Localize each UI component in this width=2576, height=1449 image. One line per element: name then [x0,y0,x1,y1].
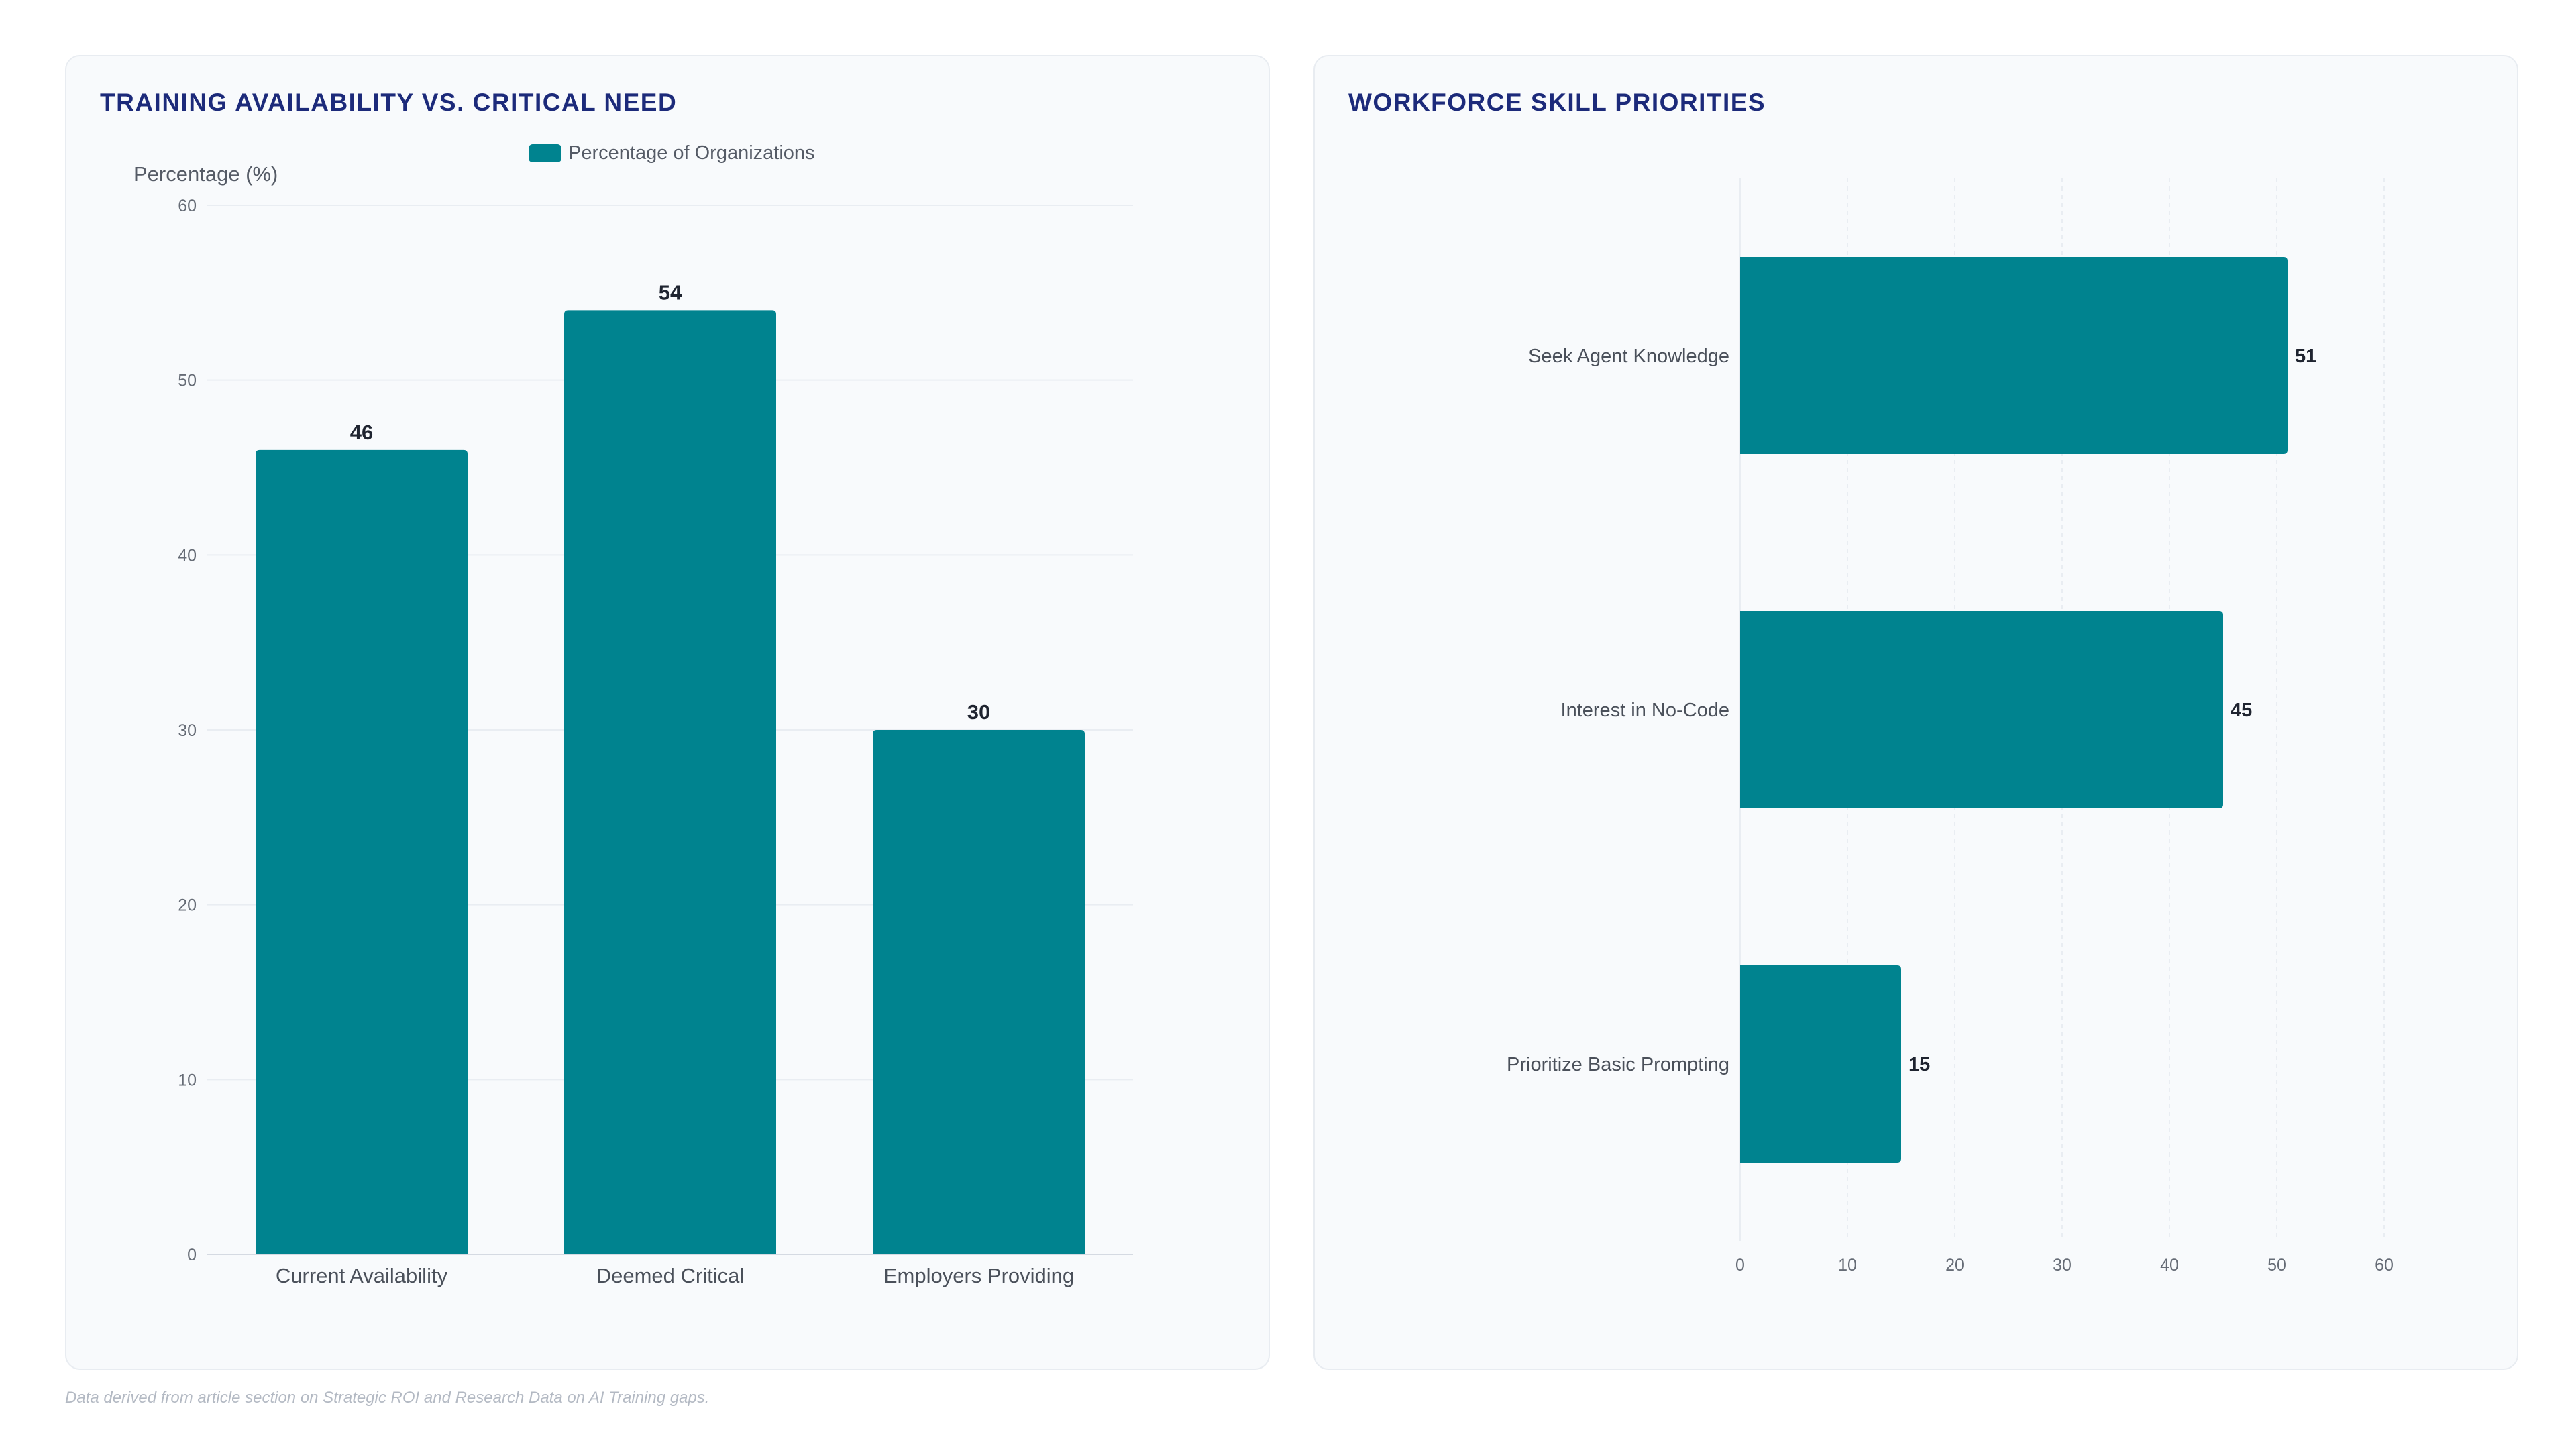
y-tick-label: 20 [178,896,197,915]
x-tick-label: Employers Providing [883,1264,1074,1287]
bar [564,310,776,1254]
y-tick-label: Seek Agent Knowledge [1528,345,1729,367]
footnote: Data derived from article section on Str… [65,1389,710,1407]
y-tick-label: 40 [178,546,197,565]
bar [1740,257,2288,454]
y-tick-label: Prioritize Basic Prompting [1507,1054,1729,1075]
y-tick-label: 30 [178,721,197,740]
data-label: 54 [659,280,682,304]
x-tick-label: 10 [1838,1256,1857,1275]
bar [256,449,468,1254]
data-label: 45 [2231,700,2252,721]
data-label: 51 [2295,345,2316,367]
data-label: 30 [967,700,990,724]
right-chart-card: WORKFORCE SKILL PRIORITIES 0 10 20 30 40 50 60… [1313,55,2518,1370]
skill-priorities-bar-chart: 0 10 20 30 40 50 60 51 Seek Agent Knowledge 45 Int… [1507,178,2394,1275]
x-tick-label: 20 [1945,1256,1964,1275]
x-tick-label: 50 [2267,1256,2286,1275]
y-tick-label: 60 [178,197,197,215]
bar [873,730,1085,1254]
x-tick-label: 30 [2053,1256,2072,1275]
training-bar-chart: 0 10 20 30 40 50 60 46 Current Availability 54 Dee… [178,197,1133,1287]
bar [1740,611,2223,808]
legend-label: Percentage of Organizations [568,142,815,164]
x-tick-label: 60 [2375,1256,2394,1275]
y-axis-title: Percentage (%) [133,162,278,186]
y-tick-label: Interest in No-Code [1561,700,1729,721]
legend-swatch [529,144,561,162]
x-tick-label: Deemed Critical [596,1264,745,1287]
y-tick-label: 10 [178,1071,197,1089]
bar [1740,965,1901,1163]
data-label: 15 [1909,1054,1930,1075]
right-chart-title: WORKFORCE SKILL PRIORITIES [1348,89,1766,116]
x-tick-label: 0 [1735,1256,1745,1275]
x-tick-label: Current Availability [276,1264,448,1287]
y-tick-label: 50 [178,372,197,390]
left-chart-card: TRAINING AVAILABILITY VS. CRITICAL NEED … [65,55,1270,1370]
x-tick-label: 40 [2160,1256,2179,1275]
legend[interactable]: Percentage of Organizations [529,142,815,164]
y-tick-label: 0 [187,1246,197,1265]
left-chart-title: TRAINING AVAILABILITY VS. CRITICAL NEED [100,89,678,116]
data-label: 46 [350,421,373,444]
